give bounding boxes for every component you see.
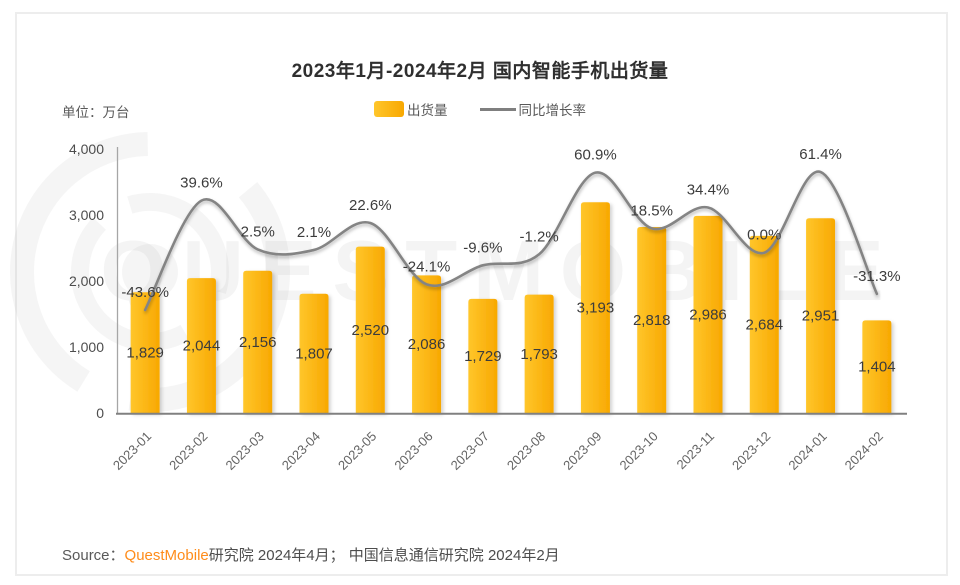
page-title: 2023年1月-2024年2月 国内智能手机出货量: [291, 61, 669, 82]
x-tick-label: 2023-07: [448, 429, 492, 473]
growth-pct-label: 61.4%: [799, 146, 842, 163]
bar-2023-03: [243, 270, 273, 413]
bar-value-label: 1,404: [858, 359, 896, 376]
bar-value-label: 1,829: [126, 345, 164, 362]
x-tick-label: 2023-12: [729, 429, 773, 473]
bar-2023-08: [524, 294, 554, 413]
growth-pct-label: 39.6%: [180, 175, 223, 192]
growth-pct-label: 2.5%: [241, 223, 275, 240]
bar-value-label: 1,793: [520, 346, 558, 363]
source-note: Source：QuestMobile研究院 2024年4月； 中国信息通信研究院…: [62, 544, 560, 565]
bar-value-label: 2,156: [239, 334, 277, 351]
x-tick-label: 2024-02: [842, 429, 886, 473]
y-tick-label: 4,000: [69, 141, 104, 157]
bar-value-label: 2,986: [689, 306, 727, 323]
x-tick-label: 2023-04: [279, 429, 323, 473]
x-tick-label: 2023-10: [616, 429, 660, 473]
y-tick-label: 1,000: [69, 339, 104, 355]
legend-label-shipments: 出货量: [407, 103, 448, 118]
bar-2023-09: [580, 202, 610, 413]
bar-value-label: 2,044: [183, 338, 221, 355]
bar-series-swatch-icon: [374, 101, 404, 117]
bar-value-label: 2,684: [746, 316, 784, 333]
growth-pct-label: -1.2%: [520, 228, 559, 245]
unit-label: 单位：万台: [62, 105, 130, 120]
x-tick-label: 2024-01: [785, 429, 829, 473]
x-tick-label: 2023-06: [391, 429, 435, 473]
bar-2023-06: [412, 275, 442, 413]
legend-item-shipments[interactable]: 出货量: [374, 99, 448, 119]
bar-2023-10: [637, 227, 667, 413]
legend: 出货量 同比增长率: [0, 99, 960, 119]
bar-value-label: 2,086: [408, 336, 446, 353]
x-tick-label: 2023-02: [166, 429, 210, 473]
x-tick-label: 2023-09: [560, 429, 604, 473]
growth-pct-label: -9.6%: [463, 239, 502, 256]
growth-pct-label: 34.4%: [687, 181, 730, 198]
growth-pct-label: -24.1%: [403, 258, 451, 275]
x-tick-label: 2023-03: [222, 429, 266, 473]
bar-value-label: 2,951: [802, 308, 840, 325]
bar-2023-11: [693, 215, 723, 413]
legend-item-growth[interactable]: 同比增长率: [479, 99, 587, 119]
bar-2023-12: [749, 235, 779, 413]
bar-2023-04: [299, 293, 329, 413]
bar-value-label: 1,807: [295, 345, 333, 362]
source-suffix: 研究院 2024年4月； 中国信息通信研究院 2024年2月: [208, 547, 560, 564]
bar-2023-02: [186, 278, 216, 413]
x-tick-label: 2023-05: [335, 429, 379, 473]
growth-pct-label: -31.3%: [853, 268, 901, 285]
y-tick-label: 0: [96, 405, 104, 421]
growth-pct-label: 2.1%: [297, 224, 331, 241]
y-tick-label: 3,000: [69, 207, 104, 223]
bar-2024-01: [806, 218, 836, 413]
growth-pct-label: -43.6%: [121, 284, 169, 301]
x-tick-label: 2023-01: [110, 429, 154, 473]
growth-pct-label: 0.0%: [747, 227, 781, 244]
growth-pct-label: 18.5%: [630, 202, 673, 219]
x-tick-label: 2023-08: [504, 429, 548, 473]
line-series-swatch-icon: [479, 107, 516, 111]
bar-2023-05: [355, 246, 385, 413]
bar-2023-01: [130, 292, 160, 413]
x-tick-label: 2023-11: [673, 429, 717, 473]
growth-pct-label: 60.9%: [574, 147, 617, 164]
bar-value-label: 3,193: [577, 300, 615, 317]
bar-value-label: 1,729: [464, 348, 502, 365]
bar-value-label: 2,818: [633, 312, 671, 329]
watermark-logo: [10, 132, 290, 412]
bar-2023-07: [468, 298, 498, 413]
card-frame: [15, 12, 948, 576]
y-tick-label: 2,000: [69, 273, 104, 289]
growth-line: [143, 170, 879, 312]
bar-2024-02: [862, 320, 892, 413]
source-prefix: Source：: [62, 547, 125, 564]
bar-value-label: 2,520: [352, 322, 390, 339]
growth-pct-label: 22.6%: [349, 197, 392, 214]
source-brand: QuestMobile: [124, 547, 209, 564]
bar-series: [130, 202, 892, 413]
legend-label-growth: 同比增长率: [518, 103, 587, 118]
